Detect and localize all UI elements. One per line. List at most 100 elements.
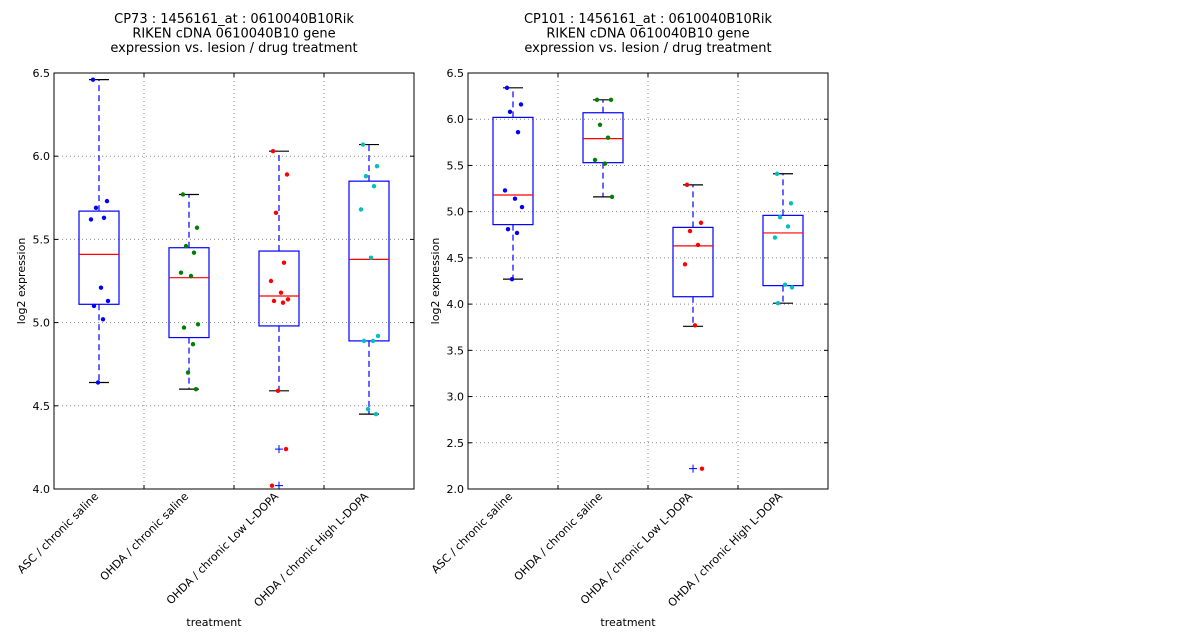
box-group-4 — [348, 142, 390, 417]
x-axis-label: treatment — [600, 616, 656, 629]
data-point — [371, 183, 377, 189]
y-tick-label: 6.0 — [33, 150, 51, 163]
data-point — [512, 196, 518, 201]
data-point — [98, 285, 104, 290]
data-point — [195, 322, 201, 327]
y-tick-label: 4.5 — [33, 400, 51, 413]
y-tick-label: 6.5 — [33, 67, 51, 80]
y-tick-label: 2.0 — [447, 483, 465, 496]
chart-title-line: expression vs. lesion / drug treatment — [524, 41, 771, 56]
data-point — [190, 342, 196, 347]
data-point — [360, 142, 366, 147]
outlier-marker — [275, 481, 283, 490]
data-point — [180, 192, 186, 197]
box — [258, 250, 300, 327]
data-point — [194, 225, 200, 230]
data-point — [509, 276, 515, 282]
data-point — [363, 173, 369, 179]
y-axis-label: log2 expression — [429, 238, 442, 325]
data-point — [788, 201, 794, 206]
chart-title-line: CP73 : 1456161_at : 0610040B10Rik — [114, 12, 354, 27]
x-tick-label: OHDA / chronic saline — [512, 490, 606, 584]
box — [78, 210, 120, 305]
box — [492, 116, 534, 226]
data-point — [374, 163, 380, 169]
box-group-2 — [168, 192, 210, 392]
data-point — [692, 323, 698, 328]
data-point — [777, 215, 783, 220]
y-tick-label: 6.5 — [447, 67, 465, 80]
data-point — [284, 172, 290, 177]
box — [582, 112, 624, 164]
x-axis-label: treatment — [186, 616, 242, 629]
data-point — [185, 370, 191, 375]
data-point — [682, 262, 688, 267]
data-point — [285, 297, 291, 302]
data-point — [687, 228, 693, 234]
data-point — [191, 250, 197, 255]
data-point — [519, 204, 525, 210]
data-point — [375, 333, 381, 339]
plot-frame — [53, 72, 415, 490]
data-point — [278, 290, 284, 295]
data-point — [100, 317, 106, 322]
data-point — [507, 109, 513, 115]
data-point — [273, 210, 279, 215]
chart-panel-2: CP101 : 1456161_at : 0610040B10RikRIKEN … — [429, 12, 829, 629]
y-tick-label: 2.5 — [447, 437, 465, 450]
data-point — [789, 285, 795, 290]
data-point — [699, 466, 705, 471]
y-tick-label: 3.5 — [447, 344, 465, 357]
box — [672, 226, 714, 298]
y-tick-label: 5.5 — [33, 233, 51, 246]
data-point — [775, 300, 781, 306]
outlier-marker — [275, 445, 283, 454]
data-point — [358, 207, 364, 212]
box-group-1 — [492, 85, 534, 282]
data-point — [597, 122, 603, 127]
data-point — [178, 270, 184, 275]
box — [762, 214, 804, 287]
data-point — [95, 380, 101, 385]
y-tick-label: 5.0 — [447, 206, 465, 219]
y-tick-label: 4.0 — [447, 298, 465, 311]
data-point — [270, 149, 276, 154]
data-point — [608, 97, 614, 103]
data-point — [370, 338, 376, 344]
chart-title-line: RIKEN cDNA 0610040B10 gene — [132, 27, 335, 42]
data-point — [602, 161, 608, 166]
data-point — [361, 338, 367, 344]
x-tick-label: ASC / chronic saline — [15, 490, 101, 576]
data-point — [193, 386, 199, 392]
chart-title-line: expression vs. lesion / drug treatment — [110, 41, 357, 56]
data-point — [181, 325, 187, 330]
data-point — [88, 217, 94, 222]
data-point — [695, 242, 701, 248]
y-tick-label: 5.0 — [33, 317, 51, 330]
y-tick-label: 4.5 — [447, 252, 465, 265]
data-point — [514, 230, 520, 236]
data-point — [774, 171, 780, 176]
data-point — [271, 298, 277, 304]
data-point — [698, 220, 704, 225]
data-point — [502, 188, 508, 193]
data-point — [592, 157, 598, 163]
data-point — [504, 85, 510, 90]
y-tick-label: 6.0 — [447, 113, 465, 126]
data-point — [183, 243, 189, 249]
data-point — [782, 282, 788, 287]
data-point — [605, 135, 611, 140]
data-point — [518, 102, 524, 107]
data-point — [505, 227, 511, 232]
data-point — [594, 97, 600, 103]
data-point — [772, 235, 778, 240]
box-group-3 — [672, 182, 714, 473]
box — [348, 180, 390, 342]
data-point — [275, 388, 281, 394]
data-point — [283, 446, 289, 452]
box-group-3 — [258, 149, 300, 490]
x-tick-label: OHDA / chronic saline — [98, 490, 192, 584]
data-point — [515, 129, 521, 135]
